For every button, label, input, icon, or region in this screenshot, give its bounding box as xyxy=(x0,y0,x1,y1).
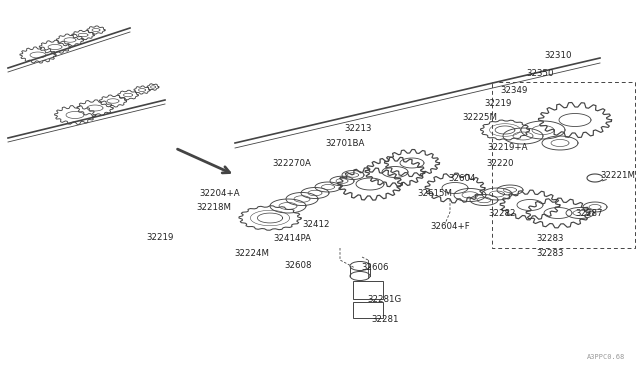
Text: 32606: 32606 xyxy=(361,263,388,273)
Text: 32310: 32310 xyxy=(544,51,572,60)
Text: 32218M: 32218M xyxy=(196,202,232,212)
Text: 32350: 32350 xyxy=(526,68,554,77)
Text: 32283: 32283 xyxy=(536,248,564,257)
Text: 32221M: 32221M xyxy=(600,170,636,180)
Text: 32349: 32349 xyxy=(500,86,528,94)
Text: 32220: 32220 xyxy=(486,158,514,167)
Text: 32225M: 32225M xyxy=(463,112,497,122)
Text: 32213: 32213 xyxy=(344,124,372,132)
Text: 32281G: 32281G xyxy=(368,295,402,305)
Text: 32282: 32282 xyxy=(488,208,516,218)
Text: 32604: 32604 xyxy=(448,173,476,183)
Text: 32219: 32219 xyxy=(147,232,173,241)
Text: 32701BA: 32701BA xyxy=(325,138,365,148)
Text: A3PPC0.68: A3PPC0.68 xyxy=(587,354,625,360)
Text: 322270A: 322270A xyxy=(273,158,312,167)
Text: 32219+A: 32219+A xyxy=(488,142,528,151)
Text: 32604+F: 32604+F xyxy=(430,221,470,231)
Text: 32414PA: 32414PA xyxy=(273,234,311,243)
Text: 32287: 32287 xyxy=(575,208,603,218)
Text: 32219: 32219 xyxy=(484,99,512,108)
FancyBboxPatch shape xyxy=(353,302,383,318)
Text: 32608: 32608 xyxy=(284,260,312,269)
Text: 32281: 32281 xyxy=(371,314,399,324)
Text: 32283: 32283 xyxy=(536,234,564,243)
FancyBboxPatch shape xyxy=(353,281,383,299)
Text: 32204+A: 32204+A xyxy=(200,189,240,198)
Text: 32615M: 32615M xyxy=(417,189,452,198)
Text: 32412: 32412 xyxy=(302,219,330,228)
Text: 32224M: 32224M xyxy=(234,250,269,259)
